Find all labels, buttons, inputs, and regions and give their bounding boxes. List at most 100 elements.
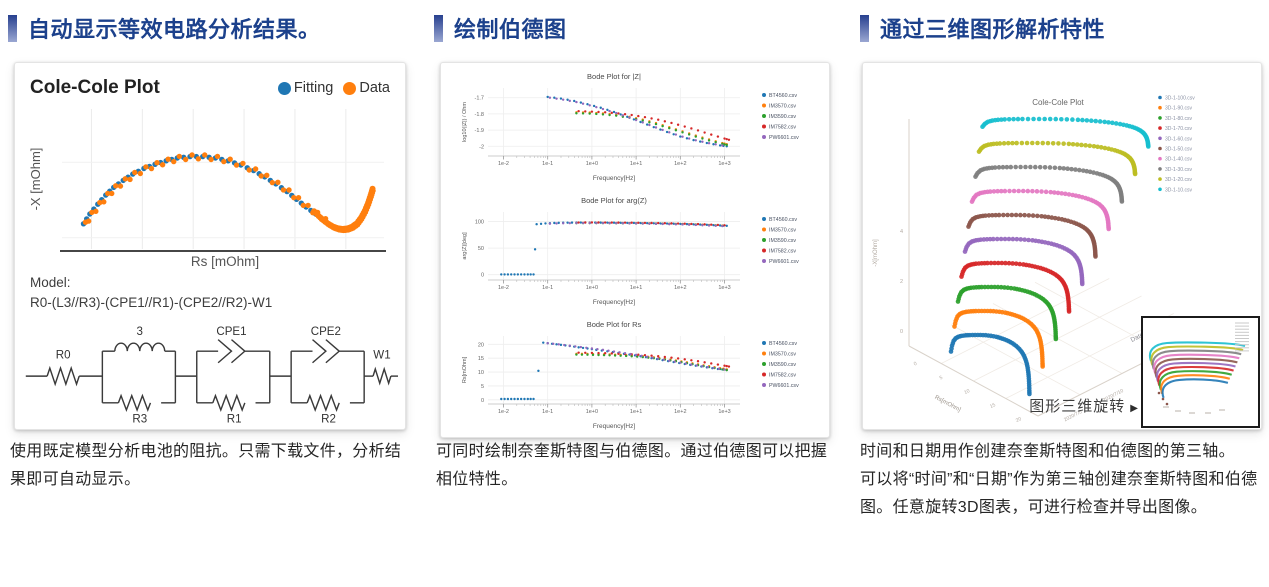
bode-chart-rs: Bode Plot for Rs 0 5 10 15 20 1e-2 1e-1 1e+0 1e+1… bbox=[462, 320, 799, 430]
svg-text:4: 4 bbox=[900, 229, 903, 235]
svg-text:PW6601.csv: PW6601.csv bbox=[769, 259, 799, 265]
svg-text:1e+3: 1e+3 bbox=[718, 285, 730, 291]
svg-text:3D-1-40.csv: 3D-1-40.csv bbox=[1165, 157, 1192, 163]
svg-text:1e+0: 1e+0 bbox=[586, 285, 598, 291]
svg-text:-1.9: -1.9 bbox=[475, 128, 484, 134]
svg-text:Bode Plot for arg(Z): Bode Plot for arg(Z) bbox=[581, 196, 647, 205]
equivalent-circuit-diagram: R0 3 R3 CPE1 R1 CPE2 R2 W1 bbox=[25, 326, 398, 426]
label-R1: R1 bbox=[227, 414, 242, 426]
svg-text:10: 10 bbox=[478, 370, 484, 376]
svg-text:Rs [mOhm]: Rs [mOhm] bbox=[191, 254, 259, 269]
fitting-legend-dot bbox=[277, 81, 291, 95]
svg-text:Bode Plot for |Z|: Bode Plot for |Z| bbox=[587, 72, 641, 81]
svg-text:PW6601.csv: PW6601.csv bbox=[769, 135, 799, 141]
data-legend-label: Data bbox=[359, 80, 390, 96]
heading-accent-bar bbox=[8, 14, 17, 42]
model-formula: R0-(L3//R3)-(CPE1//R1)-(CPE2//R2)-W1 bbox=[30, 294, 273, 310]
svg-text:3D-1-20.csv: 3D-1-20.csv bbox=[1165, 177, 1192, 183]
svg-text:3D-1-70.csv: 3D-1-70.csv bbox=[1165, 126, 1192, 132]
svg-text:3D-1-100.csv: 3D-1-100.csv bbox=[1165, 96, 1195, 102]
svg-text:1e+3: 1e+3 bbox=[718, 161, 730, 167]
svg-text:15: 15 bbox=[989, 402, 997, 410]
svg-text:2: 2 bbox=[900, 279, 903, 285]
label-CPE1: CPE1 bbox=[216, 326, 246, 338]
svg-text:3D-1-10.csv: 3D-1-10.csv bbox=[1165, 187, 1192, 193]
cole-cole-panel: Cole-Cole Plot Fitting Data -X [mOhm] Rs … bbox=[14, 62, 406, 430]
rotated-view-thumbnail[interactable] bbox=[1141, 316, 1260, 428]
svg-text:1e-2: 1e-2 bbox=[498, 409, 509, 415]
svg-text:1e-1: 1e-1 bbox=[542, 409, 553, 415]
svg-text:10: 10 bbox=[963, 388, 971, 396]
svg-text:Frequency[Hz]: Frequency[Hz] bbox=[593, 423, 635, 430]
svg-text:20: 20 bbox=[1015, 416, 1023, 424]
cole-cole-3d-chart: Cole-Cole Plot 0 2 4 -X[mOhm] 0 5 10 15 20 Rs[mOhm… bbox=[873, 96, 1260, 428]
cpe2-symbol bbox=[312, 339, 341, 364]
label-L3: 3 bbox=[137, 326, 143, 338]
resistor-R2 bbox=[306, 393, 340, 413]
label-R0: R0 bbox=[56, 349, 71, 361]
section-1: 自动显示等效电路分析结果。 bbox=[8, 12, 321, 44]
svg-text:3D-1-50.csv: 3D-1-50.csv bbox=[1165, 147, 1192, 153]
section-description-1: 使用既定模型分析电池的阻抗。只需下载文件，分析结果即可自动显示。 bbox=[10, 443, 402, 488]
label-R3: R3 bbox=[132, 414, 147, 426]
chart-title: Cole-Cole Plot bbox=[30, 77, 160, 98]
svg-text:-2: -2 bbox=[479, 144, 484, 150]
section-2: 绘制伯德图 bbox=[434, 12, 567, 44]
threed-panel: Cole-Cole Plot 0 2 4 -X[mOhm] 0 5 10 15 20 Rs[mOhm… bbox=[862, 62, 1262, 430]
fitting-legend-label: Fitting bbox=[293, 80, 334, 96]
svg-text:3D-1-60.csv: 3D-1-60.csv bbox=[1165, 136, 1192, 142]
circuit-wires bbox=[25, 339, 398, 413]
svg-text:-X [mOhm]: -X [mOhm] bbox=[28, 148, 43, 211]
svg-text:100: 100 bbox=[475, 220, 484, 226]
svg-text:1e-1: 1e-1 bbox=[542, 285, 553, 291]
cole-panel-header: Cole-Cole Plot Fitting Data bbox=[24, 75, 396, 99]
svg-text:0: 0 bbox=[481, 273, 484, 279]
svg-text:3D-1-30.csv: 3D-1-30.csv bbox=[1165, 167, 1192, 173]
data-legend-dot bbox=[343, 81, 357, 95]
svg-text:Bode Plot for Rs: Bode Plot for Rs bbox=[587, 320, 642, 329]
section-description-3: 时间和日期用作创建奈奎斯特图和伯德图的第三轴。 可以将“时间”和“日期”作为第三… bbox=[860, 438, 1268, 522]
svg-text:IM3570.csv: IM3570.csv bbox=[769, 228, 796, 234]
model-block: Model: R0-(L3//R3)-(CPE1//R1)-(CPE2//R2)… bbox=[24, 269, 396, 312]
svg-text:BT4560.csv: BT4560.csv bbox=[769, 341, 797, 347]
label-R2: R2 bbox=[321, 414, 336, 426]
bode-chart-arg: Bode Plot for arg(Z) 0 50 100 1e-2 1e-1 1e+0 1e… bbox=[462, 196, 799, 306]
resistor-R0 bbox=[46, 365, 80, 387]
svg-text:PW6601.csv: PW6601.csv bbox=[769, 383, 799, 389]
svg-text:1e-1: 1e-1 bbox=[542, 161, 553, 167]
svg-text:0: 0 bbox=[481, 398, 484, 404]
heading-accent-bar bbox=[434, 14, 443, 42]
svg-text:Cole-Cole Plot: Cole-Cole Plot bbox=[1032, 98, 1084, 107]
svg-text:Rs[mOhm]: Rs[mOhm] bbox=[933, 395, 961, 414]
svg-text:1e+0: 1e+0 bbox=[586, 409, 598, 415]
bode-chart-z: Bode Plot for |Z| -1.7 -1.8 -1.9 -2 1e-2 1e-1 1… bbox=[462, 72, 799, 182]
warburg-W1 bbox=[372, 366, 392, 386]
section-heading-2: 绘制伯德图 bbox=[454, 17, 567, 42]
svg-text:0: 0 bbox=[913, 361, 918, 368]
svg-text:1e-2: 1e-2 bbox=[498, 161, 509, 167]
svg-text:IM7582.csv: IM7582.csv bbox=[769, 125, 796, 131]
svg-text:0: 0 bbox=[900, 329, 903, 335]
svg-text:1e+2: 1e+2 bbox=[674, 161, 686, 167]
svg-text:IM3590.csv: IM3590.csv bbox=[769, 238, 796, 244]
svg-text:Rs[mOhm]: Rs[mOhm] bbox=[462, 356, 468, 383]
svg-text:BT4560.csv: BT4560.csv bbox=[769, 93, 797, 99]
cpe1-symbol bbox=[217, 339, 246, 364]
svg-text:Frequency[Hz]: Frequency[Hz] bbox=[593, 299, 635, 306]
svg-text:IM3570.csv: IM3570.csv bbox=[769, 352, 796, 358]
svg-text:15: 15 bbox=[478, 356, 484, 362]
svg-text:IM3590.csv: IM3590.csv bbox=[769, 114, 796, 120]
label-CPE2: CPE2 bbox=[311, 326, 341, 338]
svg-text:Frequency[Hz]: Frequency[Hz] bbox=[593, 175, 635, 182]
bode-panel: Bode Plot for |Z| -1.7 -1.8 -1.9 -2 1e-2 1e-1 1… bbox=[440, 62, 830, 438]
svg-text:50: 50 bbox=[478, 246, 484, 252]
svg-text:1e+2: 1e+2 bbox=[674, 285, 686, 291]
svg-text:IM7582.csv: IM7582.csv bbox=[769, 249, 796, 255]
section-heading-3: 通过三维图形解析特性 bbox=[880, 17, 1106, 42]
circuit-labels: R0 3 R3 CPE1 R1 CPE2 R2 W1 bbox=[56, 326, 391, 425]
svg-text:5: 5 bbox=[481, 384, 484, 390]
rotate-caption-text: 图形三维旋转 bbox=[1029, 398, 1126, 415]
rotate-3d-caption: 图形三维旋转 ▶ bbox=[1021, 395, 1139, 416]
svg-text:1e-2: 1e-2 bbox=[498, 285, 509, 291]
legend-item-data: Data bbox=[343, 80, 390, 96]
